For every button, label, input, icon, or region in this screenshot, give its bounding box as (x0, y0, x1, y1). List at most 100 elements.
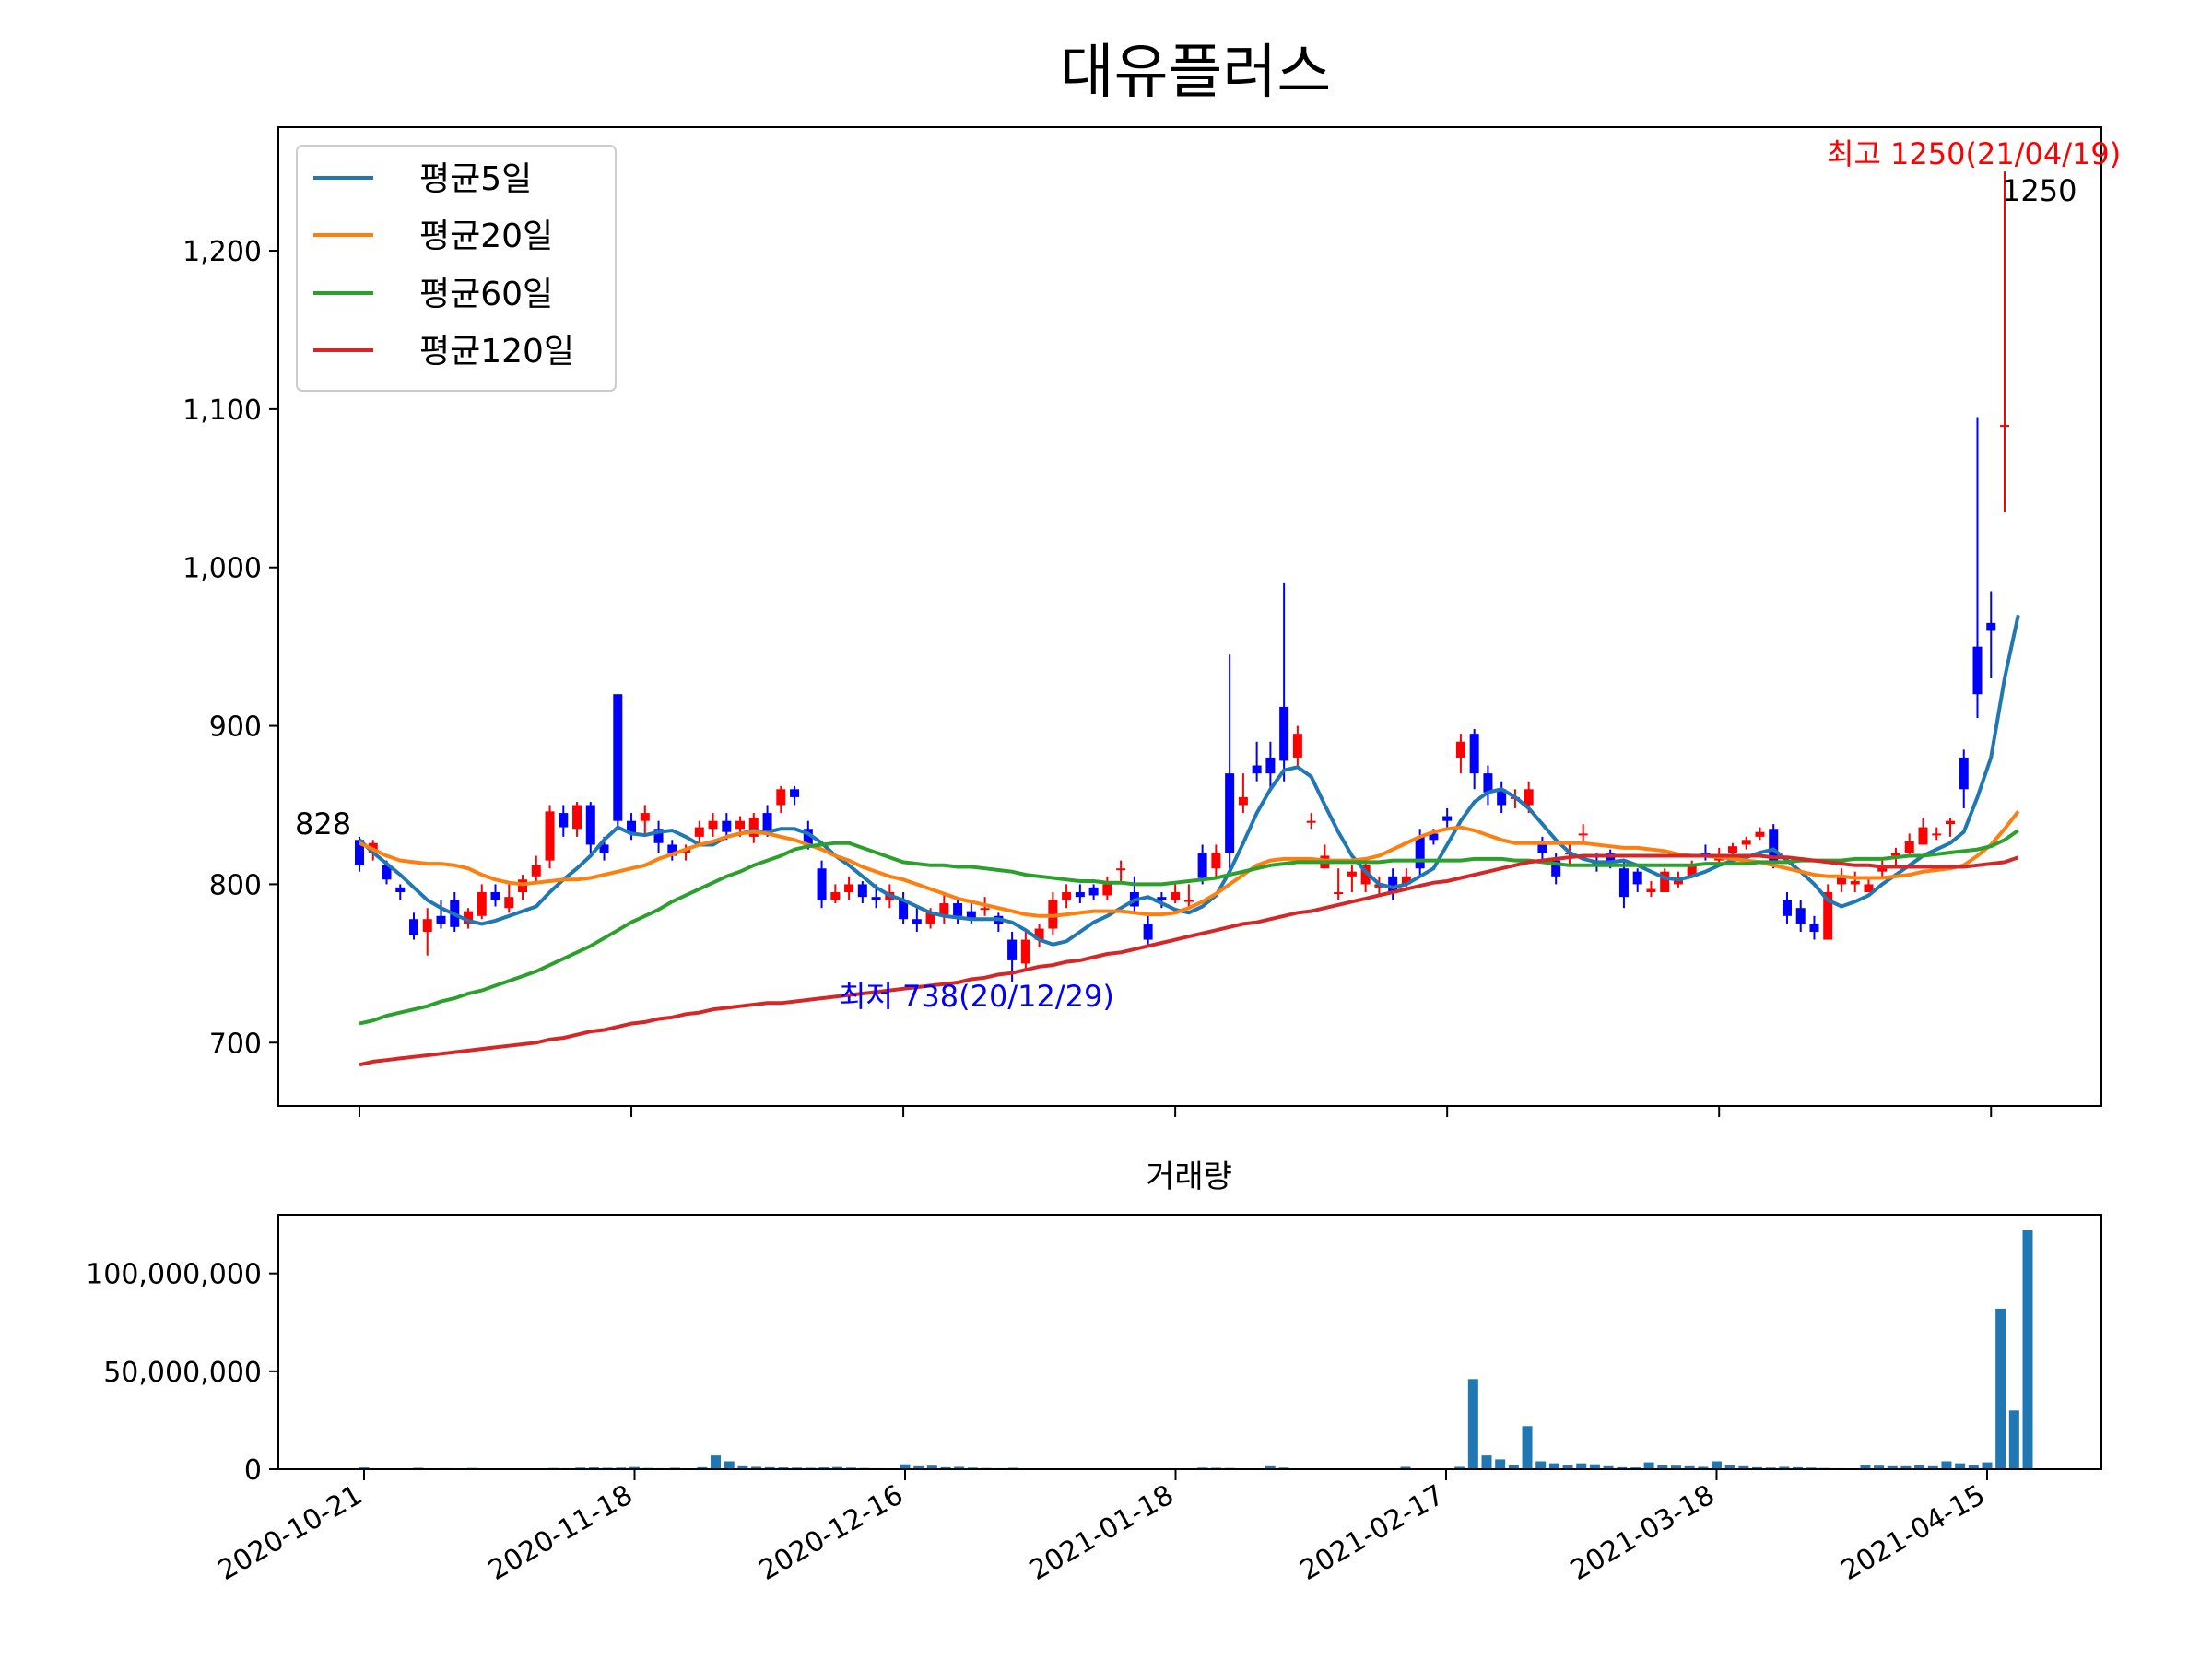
candle-body (735, 820, 746, 830)
volume-bar (1562, 1465, 1573, 1469)
candle-body (1537, 844, 1547, 853)
low-annotation: 최저 738(20/12/29) (839, 979, 1114, 1014)
price-ytick-label: 800 (209, 869, 262, 901)
price-ytick-label: 700 (209, 1028, 262, 1060)
candle-body (925, 912, 935, 924)
volume-bar (926, 1465, 937, 1469)
candle-body (708, 820, 718, 830)
candle-body (1483, 773, 1493, 793)
volume-ytick-label: 100,000,000 (86, 1259, 262, 1291)
moving-average-line-ma20 (359, 810, 2020, 918)
candle-body (1850, 880, 1860, 885)
volume-bar (1576, 1463, 1587, 1469)
volume-bar (1711, 1461, 1722, 1469)
volume-bar (737, 1465, 748, 1469)
candle-body (830, 892, 841, 900)
candle-body (844, 884, 854, 893)
candle-body (1945, 820, 1955, 825)
candle-body (1741, 840, 1751, 845)
volume-bar (1603, 1465, 1614, 1469)
candle-body (1578, 833, 1588, 836)
candle-body (817, 868, 827, 900)
candle-body (1972, 646, 1983, 695)
candle-body (1306, 820, 1316, 823)
candle-body (1795, 908, 1806, 924)
candle-body (667, 844, 677, 856)
volume-bar (724, 1461, 735, 1469)
candle-body (1986, 622, 1996, 631)
price-ytick-label: 1,100 (182, 394, 262, 427)
candle-body (899, 900, 909, 920)
volume-bar (1265, 1465, 1276, 1469)
candle-body (559, 813, 569, 828)
candle-body (1918, 827, 1928, 845)
volume-bar (1724, 1465, 1735, 1469)
candle-body (1755, 831, 1765, 837)
candle-body (1660, 871, 1670, 893)
legend: 평균5일 평균20일 평균60일 평균120일 (296, 145, 617, 392)
volume-bar (1738, 1465, 1749, 1469)
candle-body (1442, 816, 1453, 821)
volume-ytick-label: 0 (244, 1454, 262, 1487)
volume-bar (1779, 1466, 1790, 1469)
candle-body (545, 811, 555, 861)
volume-bar (1670, 1465, 1681, 1469)
candle-body (762, 813, 772, 832)
candle-body (1211, 853, 1221, 869)
volume-bar (1657, 1465, 1668, 1469)
candle-body (803, 829, 813, 845)
price-chart-title: 대유플러스 (1060, 39, 1331, 107)
volume-plot-frame (277, 1214, 2102, 1470)
volume-bar (1481, 1455, 1492, 1469)
price-plot-frame (277, 126, 2102, 1107)
candle-body (980, 908, 990, 911)
candle-body (477, 892, 487, 916)
volume-bar (1995, 1308, 2006, 1469)
candle-body (1062, 892, 1072, 900)
moving-average-line-ma60 (359, 829, 2019, 1026)
volume-bar (711, 1455, 722, 1469)
candle-body (748, 818, 759, 837)
candle-body (722, 820, 732, 832)
volume-bar (629, 1466, 640, 1469)
candle-body (1415, 836, 1425, 869)
volume-bar (2008, 1410, 2019, 1469)
start-value-label: 828 (295, 806, 351, 841)
volume-bar (1684, 1465, 1695, 1469)
candle-body (1809, 924, 1819, 932)
volume-bar (1793, 1466, 1804, 1469)
candle-body (1646, 888, 1656, 893)
volume-bar (913, 1465, 924, 1469)
volume-bar (1941, 1461, 1952, 1469)
candle-body (1292, 734, 1302, 758)
candle-body (1102, 884, 1112, 896)
candle-body (1238, 796, 1248, 806)
candle-body (1265, 757, 1276, 774)
candle-body (1890, 853, 1900, 856)
volume-bar (940, 1466, 951, 1469)
volume-bar (1548, 1463, 1559, 1469)
volume-bar (1927, 1465, 1938, 1469)
candle-body (436, 915, 446, 924)
volume-bar (1874, 1465, 1885, 1469)
volume-bar (1508, 1465, 1519, 1469)
volume-bar (1982, 1462, 1993, 1469)
volume-bar (1752, 1466, 1763, 1469)
candle-body (1279, 706, 1289, 761)
candle-body (1769, 829, 1779, 861)
candle-body (422, 919, 432, 932)
legend-label-ma120: 평균120일 (419, 333, 574, 371)
volume-bar (1400, 1466, 1411, 1469)
candle-body (1551, 860, 1561, 877)
volume-bar (764, 1466, 775, 1469)
candle-body (464, 911, 474, 924)
candle-body (912, 919, 922, 924)
moving-average-line-ma120 (359, 853, 2019, 1067)
candle-body (1469, 734, 1479, 774)
candle-body (1143, 924, 1153, 940)
candle-body (395, 887, 406, 893)
candle-body (871, 897, 881, 900)
volume-chart-title: 거래량 (1146, 1159, 1232, 1195)
price-ytick-label: 900 (209, 712, 262, 744)
candle-body (1497, 789, 1507, 806)
